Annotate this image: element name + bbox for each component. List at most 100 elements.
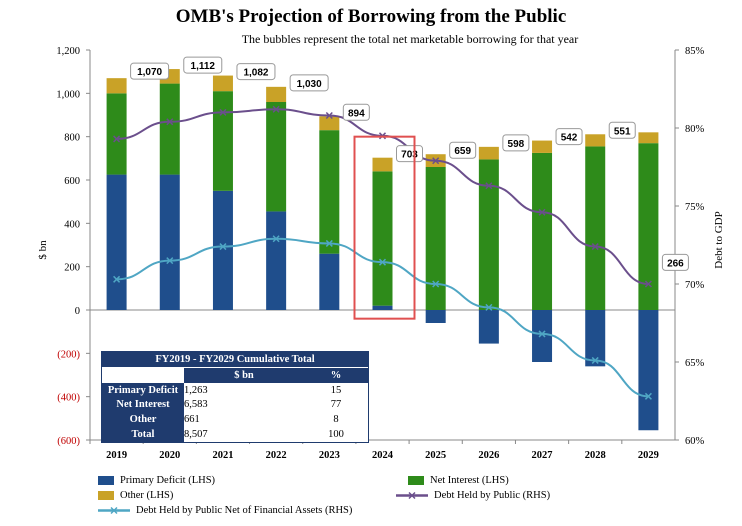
bar-primary-deficit: [319, 253, 340, 310]
bar-primary-deficit: [159, 174, 180, 310]
highlight-box-2024: [353, 135, 416, 320]
marker-debt-net: [166, 257, 174, 265]
marker-debt-public: [538, 208, 546, 216]
x-tick-label: 2028: [585, 450, 606, 461]
bar-net-interest: [319, 130, 340, 254]
bar-net-interest: [532, 152, 553, 310]
bubble-box: [396, 145, 423, 163]
marker-debt-net: [538, 330, 546, 338]
y2-tick-label: 85%: [685, 46, 705, 57]
row-pct: 8: [304, 412, 368, 428]
bar-other: [585, 134, 606, 147]
y-tick-label: (400): [57, 393, 80, 404]
line-debt-held-by-public: [116, 108, 649, 285]
bar-primary-deficit: [212, 190, 233, 310]
marker-debt-public: [219, 108, 227, 116]
bar-net-interest: [425, 167, 446, 310]
bar-other: [319, 116, 340, 131]
x-tick-label: 2026: [478, 450, 499, 461]
marker-debt-net: [485, 303, 493, 311]
y-tick-label: 200: [64, 263, 80, 274]
bar-net-interest: [478, 159, 499, 310]
x-tick-label: 2021: [212, 450, 233, 461]
bar-primary-deficit: [372, 305, 393, 310]
y-tick-label: 0: [75, 306, 80, 317]
bar-net-interest: [159, 83, 180, 175]
marker-debt-net: [219, 243, 227, 251]
row-bn: 661: [184, 412, 304, 428]
bubble-box: [342, 103, 370, 121]
row-label: Net Interest: [102, 397, 184, 413]
x-tick-label: 2024: [372, 450, 394, 461]
row-pct: 77: [304, 397, 368, 413]
x-tick-label: 2027: [532, 450, 553, 461]
row-pct: 100: [304, 427, 368, 442]
bubble-box: [608, 121, 636, 139]
bubble-label: 598: [508, 139, 525, 150]
row-label: Primary Deficit: [102, 382, 184, 398]
bubble-label: 266: [667, 258, 684, 269]
y2-tick-label: 80%: [685, 124, 705, 135]
table-row: Other 661 8: [102, 412, 368, 428]
marker-debt-net: [113, 275, 121, 283]
row-bn: 6,583: [184, 397, 304, 413]
bar-net-interest: [266, 102, 287, 212]
bar-primary-deficit: [106, 174, 127, 310]
bubble-label: 1,030: [297, 79, 322, 90]
bar-primary-deficit: [478, 310, 499, 344]
bar-net-interest: [106, 93, 127, 175]
bubble-label: 703: [401, 150, 418, 161]
bar-primary-deficit: [585, 310, 606, 367]
legend-debt-public: Debt Held by Public (RHS): [396, 490, 550, 501]
bubble-label: 894: [348, 108, 365, 119]
bar-primary-deficit: [638, 310, 659, 431]
table-row: Net Interest 6,583 77: [102, 397, 368, 413]
marker-debt-public: [485, 182, 493, 190]
y2-tick-label: 70%: [685, 280, 705, 291]
table-header-pct: %: [304, 367, 368, 383]
y-tick-label: 800: [64, 133, 80, 144]
x-tick-label: 2023: [319, 450, 340, 461]
marker-debt-net: [378, 258, 387, 266]
bar-net-interest: [212, 91, 233, 191]
x-tick-label: 2025: [425, 450, 446, 461]
y-tick-label: 1,200: [56, 46, 80, 57]
legend-line-debt-public: [396, 491, 428, 500]
marker-debt-public: [591, 243, 599, 251]
bar-other: [532, 140, 553, 153]
legend-net-interest: Net Interest (LHS): [408, 475, 509, 486]
legend-other: Other (LHS): [98, 490, 173, 501]
bar-net-interest: [372, 171, 393, 306]
legend-label: Debt Held by Public (RHS): [434, 490, 551, 501]
marker-debt-public: [325, 111, 333, 120]
legend-line-debt-net: [98, 506, 130, 515]
marker-debt-net: [591, 356, 599, 364]
y2-tick-label: 75%: [685, 202, 705, 213]
legend-swatch-net-interest: [408, 476, 424, 485]
line-debt-net-of-assets: [116, 237, 649, 398]
bubble-label: 1,112: [191, 61, 216, 72]
bubble-box: [661, 253, 689, 271]
marker-debt-public: [166, 118, 174, 126]
marker-debt-net: [272, 235, 280, 243]
row-label: Total: [102, 427, 184, 442]
bubble-label: 1,070: [137, 67, 162, 78]
legend-swatch-primary-deficit: [98, 476, 114, 485]
y-tick-label: 1,000: [56, 89, 80, 100]
bar-other: [212, 75, 233, 92]
chart-title: OMB's Projection of Borrowing from the P…: [175, 6, 567, 27]
y2-axis-title: Debt to GDP: [713, 211, 725, 268]
bubble-box: [289, 74, 329, 92]
y-tick-label: 600: [64, 176, 80, 187]
marker-debt-public: [644, 280, 652, 288]
legend-debt-net: Debt Held by Public Net of Financial Ass…: [98, 505, 352, 516]
bar-other: [106, 78, 127, 94]
bar-other: [266, 86, 287, 102]
y2-tick-label: 65%: [685, 358, 705, 369]
bubble-box: [555, 128, 583, 146]
marker-debt-net: [325, 239, 333, 247]
y-tick-label: (200): [57, 349, 80, 360]
bar-net-interest: [585, 146, 606, 310]
chart-subtitle: The bubbles represent the total net mark…: [241, 32, 579, 46]
